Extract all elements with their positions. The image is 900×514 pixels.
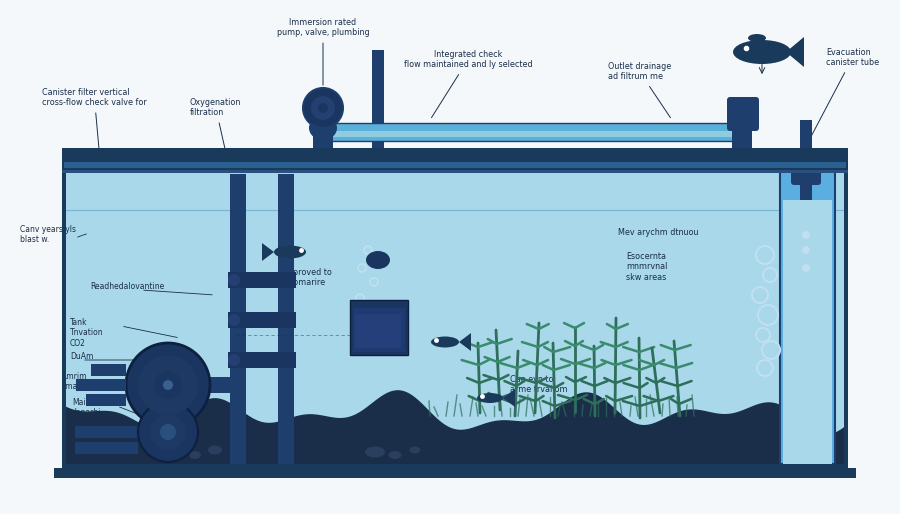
- Text: Tank
Tnvation
CO2: Tank Tnvation CO2: [70, 318, 104, 348]
- Ellipse shape: [365, 447, 385, 457]
- Bar: [76, 379, 126, 391]
- Bar: [230, 174, 246, 464]
- Ellipse shape: [309, 116, 337, 140]
- Bar: [313, 125, 333, 170]
- Text: Integrated check
flow maintained and ly selected: Integrated check flow maintained and ly …: [404, 50, 532, 118]
- Ellipse shape: [189, 451, 201, 459]
- Bar: [800, 120, 812, 200]
- Text: Esocernta
mnmrvnal
skw areas: Esocernta mnmrvnal skw areas: [626, 252, 668, 282]
- Circle shape: [150, 414, 186, 450]
- Bar: [230, 444, 246, 464]
- Ellipse shape: [166, 447, 184, 457]
- Bar: [315, 123, 748, 141]
- Circle shape: [303, 88, 343, 128]
- Ellipse shape: [431, 337, 459, 347]
- Text: Immersion rated
pump, valve, plumbing: Immersion rated pump, valve, plumbing: [276, 18, 369, 85]
- Text: Can evn to
arme trvaliom: Can evn to arme trvaliom: [510, 375, 568, 394]
- Ellipse shape: [274, 246, 306, 259]
- Bar: [780, 170, 835, 464]
- Circle shape: [138, 402, 198, 462]
- Bar: [91, 364, 126, 376]
- Text: DuAm: DuAm: [70, 352, 94, 361]
- Text: Outlet drainage
ad filtrum me: Outlet drainage ad filtrum me: [608, 62, 671, 118]
- Ellipse shape: [748, 34, 766, 42]
- Bar: [783, 200, 832, 464]
- Ellipse shape: [208, 446, 222, 454]
- Polygon shape: [786, 37, 804, 67]
- Bar: [62, 464, 848, 468]
- Text: T LA: T LA: [785, 248, 804, 257]
- Bar: [353, 308, 405, 352]
- Polygon shape: [262, 243, 274, 261]
- Bar: [315, 131, 748, 137]
- Ellipse shape: [366, 251, 390, 269]
- Bar: [372, 50, 384, 170]
- Bar: [62, 170, 848, 173]
- Ellipse shape: [389, 451, 401, 459]
- Bar: [64, 150, 846, 468]
- Circle shape: [802, 264, 810, 272]
- Ellipse shape: [733, 40, 791, 64]
- Polygon shape: [503, 389, 515, 407]
- Bar: [62, 148, 848, 170]
- Bar: [54, 468, 856, 478]
- Bar: [228, 352, 296, 368]
- Circle shape: [802, 246, 810, 254]
- Text: Readhedalovantine: Readhedalovantine: [90, 282, 164, 291]
- Circle shape: [228, 314, 240, 326]
- Bar: [64, 162, 846, 168]
- Bar: [355, 314, 401, 348]
- Circle shape: [160, 424, 176, 440]
- Bar: [75, 442, 138, 454]
- Bar: [228, 272, 296, 288]
- Circle shape: [228, 274, 240, 286]
- Bar: [844, 148, 848, 468]
- Circle shape: [126, 343, 210, 427]
- Bar: [228, 312, 296, 328]
- Ellipse shape: [410, 447, 420, 453]
- Bar: [62, 148, 66, 468]
- Text: Oxygenation
filtration: Oxygenation filtration: [190, 98, 241, 159]
- Bar: [350, 300, 408, 355]
- Bar: [210, 377, 230, 393]
- Bar: [732, 123, 752, 141]
- Bar: [86, 394, 126, 406]
- FancyBboxPatch shape: [727, 97, 759, 131]
- FancyBboxPatch shape: [791, 161, 821, 185]
- Circle shape: [311, 96, 335, 120]
- Text: Mainrun
deparhi: Mainrun deparhi: [72, 398, 104, 417]
- Text: Evacuation
canister tube: Evacuation canister tube: [806, 48, 879, 145]
- Bar: [732, 115, 752, 170]
- Text: Lmrim
cmae: Lmrim cmae: [62, 372, 86, 391]
- Polygon shape: [459, 333, 471, 351]
- Text: Mev arychm dtnuou: Mev arychm dtnuou: [618, 228, 698, 237]
- Bar: [278, 174, 294, 464]
- Bar: [75, 426, 138, 438]
- Circle shape: [228, 354, 240, 366]
- Circle shape: [154, 371, 182, 399]
- Circle shape: [138, 355, 198, 415]
- Text: Canister filter vertical
cross-flow check valve for: Canister filter vertical cross-flow chec…: [42, 88, 147, 157]
- Circle shape: [318, 103, 328, 113]
- Text: Canv years yls
blast w.: Canv years yls blast w.: [20, 225, 76, 244]
- Circle shape: [802, 231, 810, 239]
- Ellipse shape: [477, 393, 503, 403]
- Circle shape: [163, 380, 173, 390]
- Text: A proved to
submarire: A proved to submarire: [285, 268, 332, 287]
